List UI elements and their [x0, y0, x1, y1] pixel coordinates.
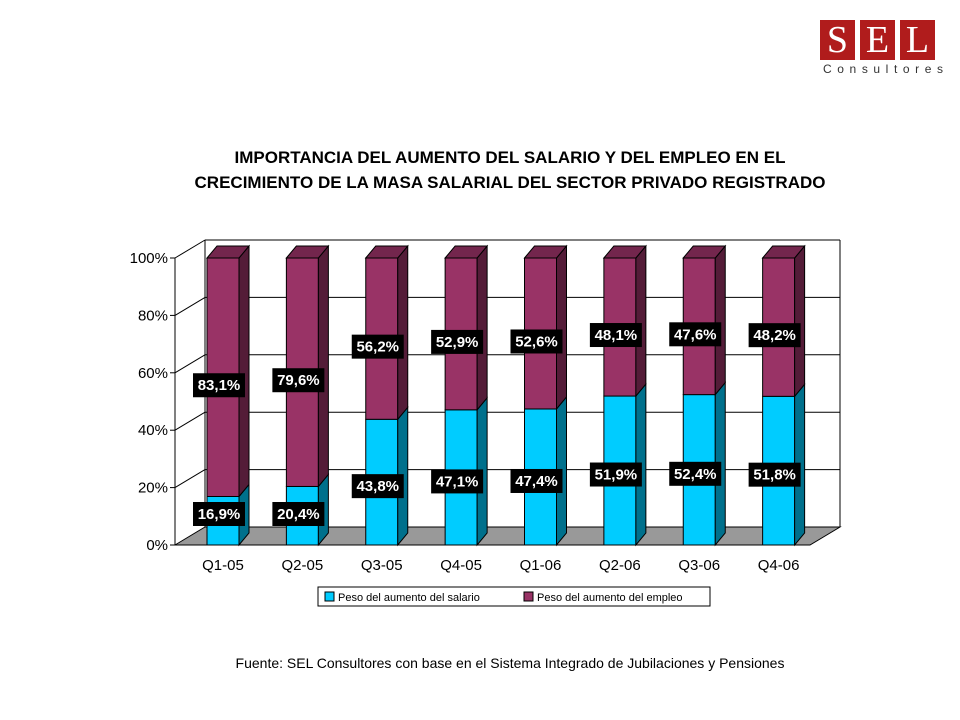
bar-top: [602, 245, 647, 259]
legend-swatch: [523, 591, 534, 602]
legend-swatch: [324, 591, 335, 602]
data-label: 56,2%: [356, 339, 399, 356]
data-label-box: [669, 461, 722, 486]
data-label: 48,2%: [753, 327, 796, 344]
chart-floor: [173, 526, 842, 546]
data-label-box: [431, 329, 484, 354]
bar-side: [635, 244, 647, 398]
x-tick-label: Q3-06: [678, 557, 720, 574]
data-label: 43,8%: [356, 478, 399, 495]
y-tick-label: 20%: [138, 480, 168, 497]
data-label-box: [351, 474, 404, 499]
data-label-box: [669, 322, 722, 347]
bar-top: [205, 245, 251, 259]
data-label: 52,9%: [436, 334, 479, 351]
bar-side: [794, 244, 806, 398]
data-label: 20,4%: [277, 506, 320, 523]
bar-side: [317, 244, 329, 488]
data-label-box: [351, 334, 404, 359]
data-label-box: [589, 462, 642, 487]
data-label: 47,1%: [436, 473, 479, 490]
data-label: 48,1%: [595, 327, 638, 344]
source-note: Fuente: SEL Consultores con base en el S…: [235, 655, 785, 671]
data-label: 83,1%: [198, 377, 241, 394]
data-label: 47,4%: [515, 473, 558, 490]
data-label-box: [589, 323, 642, 348]
logo-subtitle: Consultores: [823, 62, 949, 76]
data-label-box: [272, 502, 325, 526]
bar-top: [444, 245, 489, 259]
data-label-box: [748, 462, 801, 487]
chart-title: IMPORTANCIA DEL AUMENTO DEL SALARIO Y DE…: [194, 148, 826, 192]
bar-side: [714, 244, 726, 396]
x-tick-label: Q3-05: [361, 557, 403, 574]
data-label-box: [193, 502, 245, 526]
x-tick-label: Q1-06: [520, 557, 562, 574]
y-tick-label: 0%: [146, 537, 168, 554]
logo-letter: E: [860, 20, 895, 60]
legend-label: Peso del aumento del empleo: [537, 592, 683, 604]
data-label-box: [748, 323, 801, 348]
gridline: [174, 239, 206, 259]
data-label-box: [272, 368, 325, 393]
data-label: 79,6%: [277, 372, 320, 389]
data-label: 52,4%: [674, 466, 717, 483]
x-tick-label: Q4-06: [758, 557, 800, 574]
gridline: [174, 469, 206, 489]
bar-top: [364, 245, 409, 259]
bar-side: [397, 244, 409, 421]
bar-top: [285, 245, 330, 259]
legend-box: [317, 586, 711, 607]
gridline: [174, 354, 206, 374]
data-label: 51,9%: [595, 467, 638, 484]
bar-side: [238, 244, 250, 498]
data-label-box: [193, 373, 245, 398]
logo-letter: S: [820, 20, 855, 60]
x-tick-label: Q4-05: [440, 557, 482, 574]
gridline: [174, 411, 206, 431]
bar-side: [556, 244, 567, 411]
data-label-box: [510, 468, 563, 493]
gridline: [174, 296, 206, 316]
data-label: 52,6%: [515, 333, 558, 350]
logo-letter: L: [900, 20, 935, 60]
data-label-box: [431, 469, 484, 494]
legend-label: Peso del aumento del salario: [338, 592, 480, 604]
y-tick-label: 40%: [138, 422, 168, 439]
plot-wall: [175, 240, 840, 545]
stacked-bar-chart: 0% 20% 40% 60% 80% 100% Q1-05 16,9% 83,1% Q2-05 20…: [130, 239, 842, 607]
x-tick-label: Q2-06: [599, 557, 641, 574]
sel-logo: S E L Consultores: [820, 20, 949, 76]
x-tick-label: Q2-05: [282, 557, 324, 574]
y-tick-label: 60%: [138, 365, 168, 382]
y-tick-label: 100%: [130, 250, 168, 267]
bar-top: [682, 245, 727, 259]
x-tick-label: Q1-05: [202, 557, 244, 574]
data-label: 51,8%: [753, 467, 796, 484]
bar-top: [523, 245, 568, 259]
bar-side: [476, 244, 488, 412]
data-label-box: [510, 329, 563, 354]
bar-top: [761, 245, 806, 259]
data-label: 16,9%: [198, 506, 241, 523]
y-tick-label: 80%: [138, 307, 168, 324]
data-label: 47,6%: [674, 326, 717, 343]
